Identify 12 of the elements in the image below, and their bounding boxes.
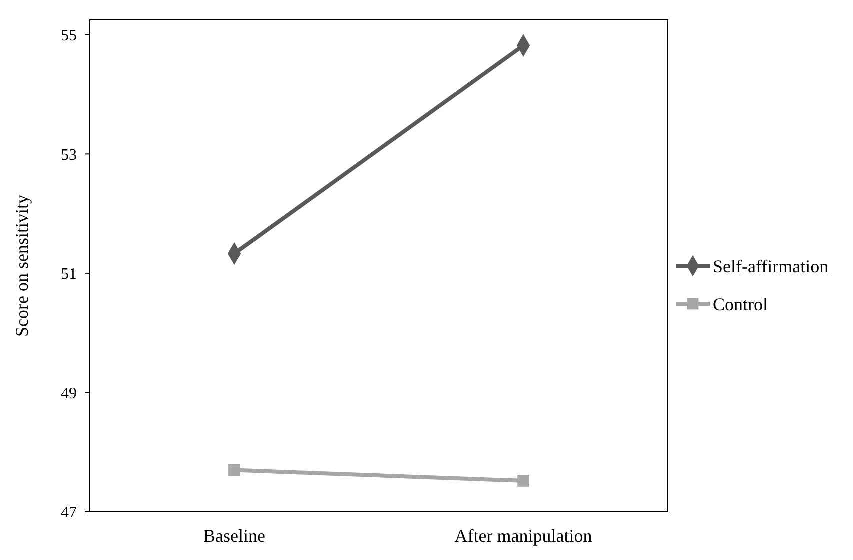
y-tick-label: 47 (61, 504, 77, 522)
point (518, 475, 530, 487)
y-tick-label: 51 (61, 266, 77, 284)
y-tick-label: 53 (61, 146, 77, 164)
point (228, 464, 240, 476)
legend-label: Control (713, 294, 768, 314)
y-tick-label: 55 (61, 28, 77, 45)
x-tick-label: Baseline (204, 526, 266, 546)
x-tick-label: After manipulation (454, 526, 592, 546)
y-tick-label: 49 (61, 385, 77, 402)
legend-label: Self-affirmation (713, 256, 829, 276)
y-axis-title: Score on sensitivity (12, 195, 32, 337)
